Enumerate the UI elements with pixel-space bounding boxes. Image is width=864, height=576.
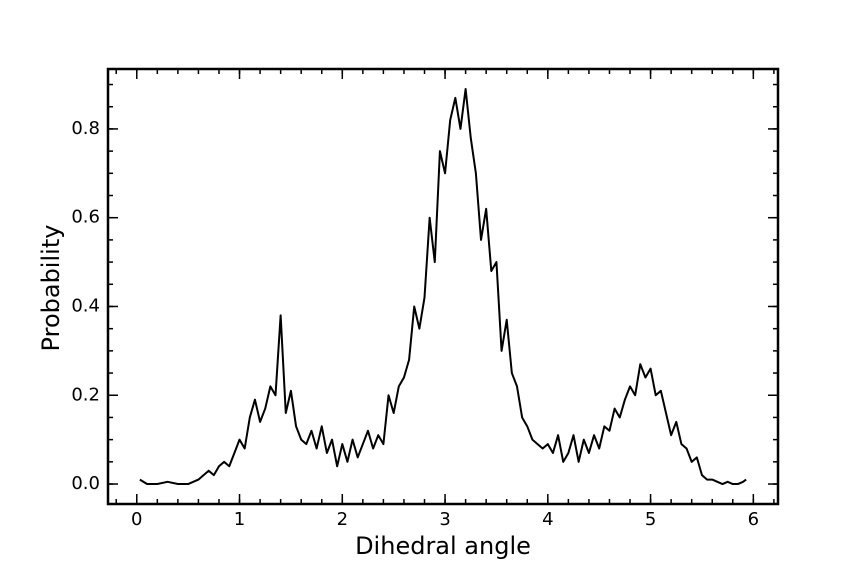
plot-frame (106, 67, 780, 506)
x-tick-label: 5 (645, 509, 656, 530)
x-tick-label: 2 (337, 509, 348, 530)
y-axis-label: Probability (37, 225, 65, 352)
x-tick-label: 1 (234, 509, 245, 530)
x-axis-label: Dihedral angle (355, 532, 531, 560)
data-line (139, 87, 747, 486)
y-tick-label: 0.6 (71, 207, 100, 228)
x-tick-label: 3 (439, 509, 450, 530)
y-tick-label: 0.8 (71, 118, 100, 139)
x-tick-label: 6 (748, 509, 759, 530)
y-tick-label: 0.4 (71, 295, 100, 316)
y-tick-label: 0.2 (71, 384, 100, 405)
y-tick-label: 0.0 (71, 473, 100, 494)
x-tick-label: 4 (542, 509, 553, 530)
x-tick-label: 0 (131, 509, 142, 530)
